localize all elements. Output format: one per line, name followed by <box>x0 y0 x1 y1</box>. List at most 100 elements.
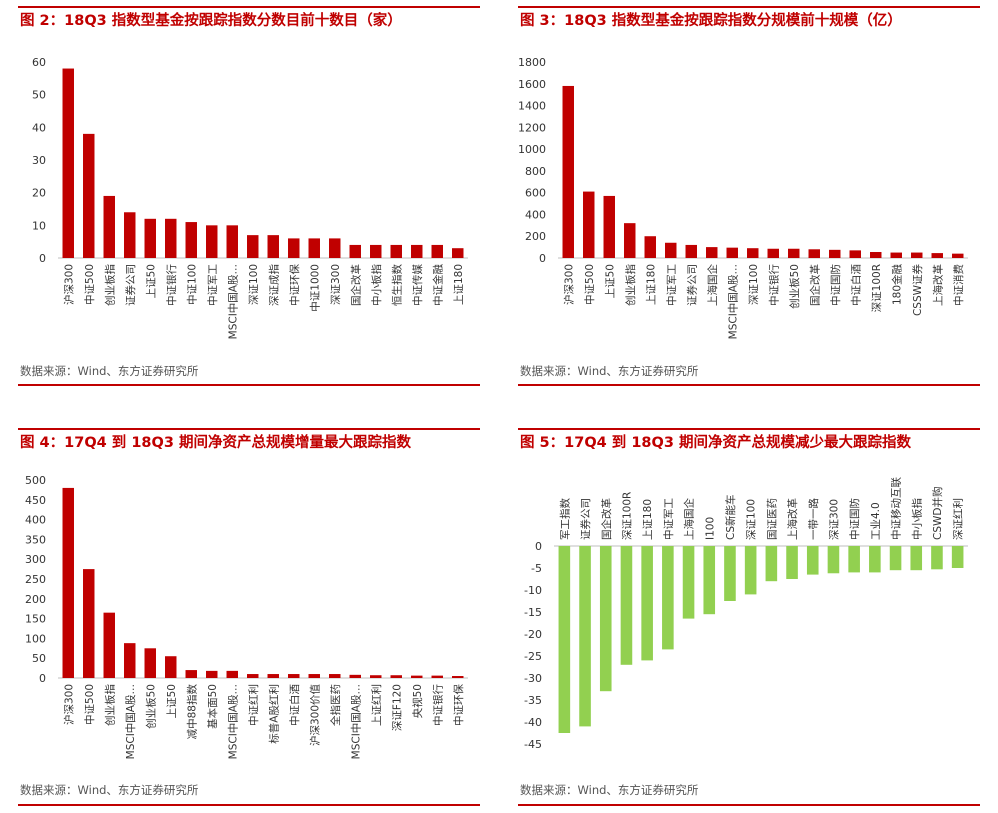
category-label: 中证消费 <box>952 264 965 306</box>
bar <box>226 225 238 258</box>
category-label: 中证军工 <box>206 264 219 306</box>
category-label: 中证1000 <box>308 264 321 312</box>
bar <box>103 195 115 258</box>
bar <box>603 195 615 258</box>
bar <box>726 247 738 258</box>
y-tick-label: 10 <box>32 219 46 232</box>
bar <box>308 238 320 258</box>
y-tick-label: 20 <box>32 187 46 200</box>
y-tick-label: 60 <box>32 56 46 69</box>
category-label: 中证军工 <box>665 264 678 306</box>
bar-chart: 0-5-10-15-20-25-30-35-40-45军工指数 证券公司 国企改革深… <box>524 477 968 751</box>
y-tick-label: 0 <box>39 672 46 685</box>
category-label: 上证180 <box>645 264 657 305</box>
category-label: 证券公司 <box>685 264 698 306</box>
category-label: 上证180 <box>642 499 654 540</box>
bar <box>288 674 300 678</box>
y-tick-label: 40 <box>32 121 46 134</box>
bar <box>829 249 841 258</box>
category-label: 中证金融 <box>431 264 444 306</box>
bar <box>747 248 759 258</box>
category-label: 中证白酒 <box>849 264 862 306</box>
panel-bottom-rule <box>518 384 980 386</box>
y-tick-label: 0 <box>39 252 46 265</box>
panel-bottom-rule <box>518 804 980 806</box>
bar <box>62 487 74 678</box>
bar-chart: 0 50 100 150 200 250 300 350 400 450 500 沪深300 中证500… <box>25 474 468 759</box>
category-label: 一带一路 <box>807 498 820 540</box>
category-label: 恒生指数 <box>390 264 403 306</box>
category-label: MSCI中国A股… <box>726 264 739 339</box>
bar <box>206 225 218 258</box>
category-label: 标普A股红利 <box>267 684 280 744</box>
category-label: MSCI中国A股… <box>226 684 239 759</box>
category-label: 深证100 <box>748 264 760 305</box>
bar <box>390 244 402 258</box>
category-label: 中证白酒 <box>288 684 301 726</box>
bar <box>370 244 382 258</box>
chart-title: 图 5：17Q4 到 18Q3 期间净资产总规模减少最大跟踪指数 <box>520 435 911 451</box>
y-tick-label: 400 <box>525 208 546 221</box>
y-tick-label: 1000 <box>518 143 546 156</box>
bar <box>599 546 612 692</box>
category-label: 上证50 <box>145 264 157 298</box>
panel-top-rule <box>18 6 480 8</box>
category-label: 沪深300价值 <box>308 684 321 747</box>
y-tick-label: 0 <box>539 252 546 265</box>
bar <box>288 238 300 258</box>
category-label: 基本面50 <box>206 684 219 729</box>
bar <box>765 546 778 582</box>
bar <box>827 546 840 574</box>
category-label: 上证50 <box>166 684 178 718</box>
category-label: CS新能车 <box>724 495 737 541</box>
category-label: 中证环保 <box>288 264 301 306</box>
source-note: 数据来源：Wind、东方证券研究所 <box>20 783 199 797</box>
category-label: 沪深300 <box>62 264 75 305</box>
bar <box>641 546 653 661</box>
bar <box>144 218 156 258</box>
y-tick-label: 300 <box>25 553 46 566</box>
category-label: 中证银行 <box>431 684 444 726</box>
y-tick-label: -25 <box>524 650 542 663</box>
bar <box>247 235 259 258</box>
panel-bottom-rule <box>18 384 480 386</box>
bar-chart: 0 200 400 600 800 1000 1200 1400 1600 1800 沪深300 中证… <box>518 56 968 339</box>
y-tick-label: 200 <box>525 230 546 243</box>
bar <box>247 674 259 678</box>
category-label: 沪深300 <box>62 684 75 725</box>
bar <box>579 546 591 727</box>
category-label: 深证300 <box>828 499 840 540</box>
category-label: 创业板指 <box>624 264 637 306</box>
bar <box>267 674 279 678</box>
y-tick-label: 50 <box>32 652 46 665</box>
category-label: 中证银行 <box>165 264 178 306</box>
category-label: 中证500 <box>83 264 96 305</box>
panel-top-rule <box>518 428 980 430</box>
bar <box>390 675 402 678</box>
bar <box>558 546 571 733</box>
source-note: 数据来源：Wind、东方证券研究所 <box>520 783 699 797</box>
category-label: 上证50 <box>604 264 616 298</box>
bar <box>370 675 382 678</box>
category-label: 中证移动互联 <box>890 477 903 540</box>
y-tick-label: 0 <box>535 540 542 553</box>
bar <box>329 674 341 678</box>
bar <box>644 236 656 258</box>
panel-top-rule <box>518 6 980 8</box>
bar <box>103 612 115 678</box>
category-label: 央视50 <box>411 684 424 718</box>
category-label: 国企改革 <box>600 498 613 540</box>
source-note: 数据来源：Wind、东方证券研究所 <box>20 364 199 378</box>
category-label: 证券公司 <box>579 498 592 540</box>
bar <box>624 223 636 258</box>
source-note: 数据来源：Wind、东方证券研究所 <box>520 364 699 378</box>
category-label: 国证医药 <box>766 498 778 540</box>
y-tick-label: 800 <box>525 165 546 178</box>
panel-fig5: 图 5：17Q4 到 18Q3 期间净资产总规模减少最大跟踪指数 0 -5 -10 -… <box>518 428 980 806</box>
bar <box>767 248 779 258</box>
category-label: 深证F120 <box>391 684 403 731</box>
y-tick-label: 50 <box>32 89 46 102</box>
y-tick-label: -35 <box>524 694 542 707</box>
category-label: 创业板50 <box>144 684 157 729</box>
bar <box>562 85 574 258</box>
